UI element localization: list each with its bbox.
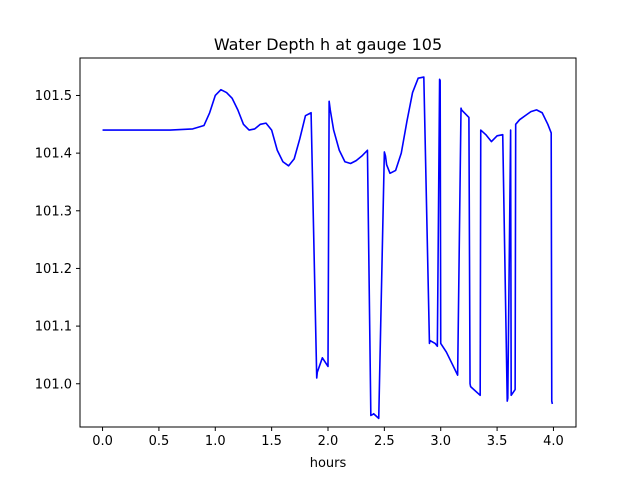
y-tick-label: 101.2 [35, 262, 72, 277]
x-tick-label: 0.0 [92, 434, 113, 449]
y-axis-ticks: 101.0 101.1 101.2 101.3 101.4 101.5 [35, 89, 80, 392]
x-tick-label: 4.0 [543, 434, 564, 449]
chart-title: Water Depth h at gauge 105 [214, 35, 442, 54]
y-tick-label: 101.0 [35, 377, 72, 392]
x-tick-label: 3.5 [487, 434, 508, 449]
x-axis-label: hours [310, 456, 347, 471]
series-layer [102, 76, 554, 420]
y-tick-label: 101.1 [35, 320, 72, 335]
x-axis-ticks: 0.0 0.5 1.0 1.5 2.0 2.5 3.0 3.5 4.0 [92, 427, 564, 449]
x-tick-label: 1.5 [261, 434, 282, 449]
y-tick-label: 101.3 [35, 204, 72, 219]
x-tick-label: 2.5 [374, 434, 395, 449]
y-tick-label: 101.5 [35, 89, 72, 104]
x-tick-label: 2.0 [318, 434, 339, 449]
x-tick-label: 0.5 [149, 434, 170, 449]
x-tick-label: 1.0 [205, 434, 226, 449]
plot-frame [79, 57, 577, 428]
series-line-0 [102, 76, 554, 420]
y-tick-label: 101.4 [35, 147, 72, 162]
x-tick-label: 3.0 [430, 434, 451, 449]
